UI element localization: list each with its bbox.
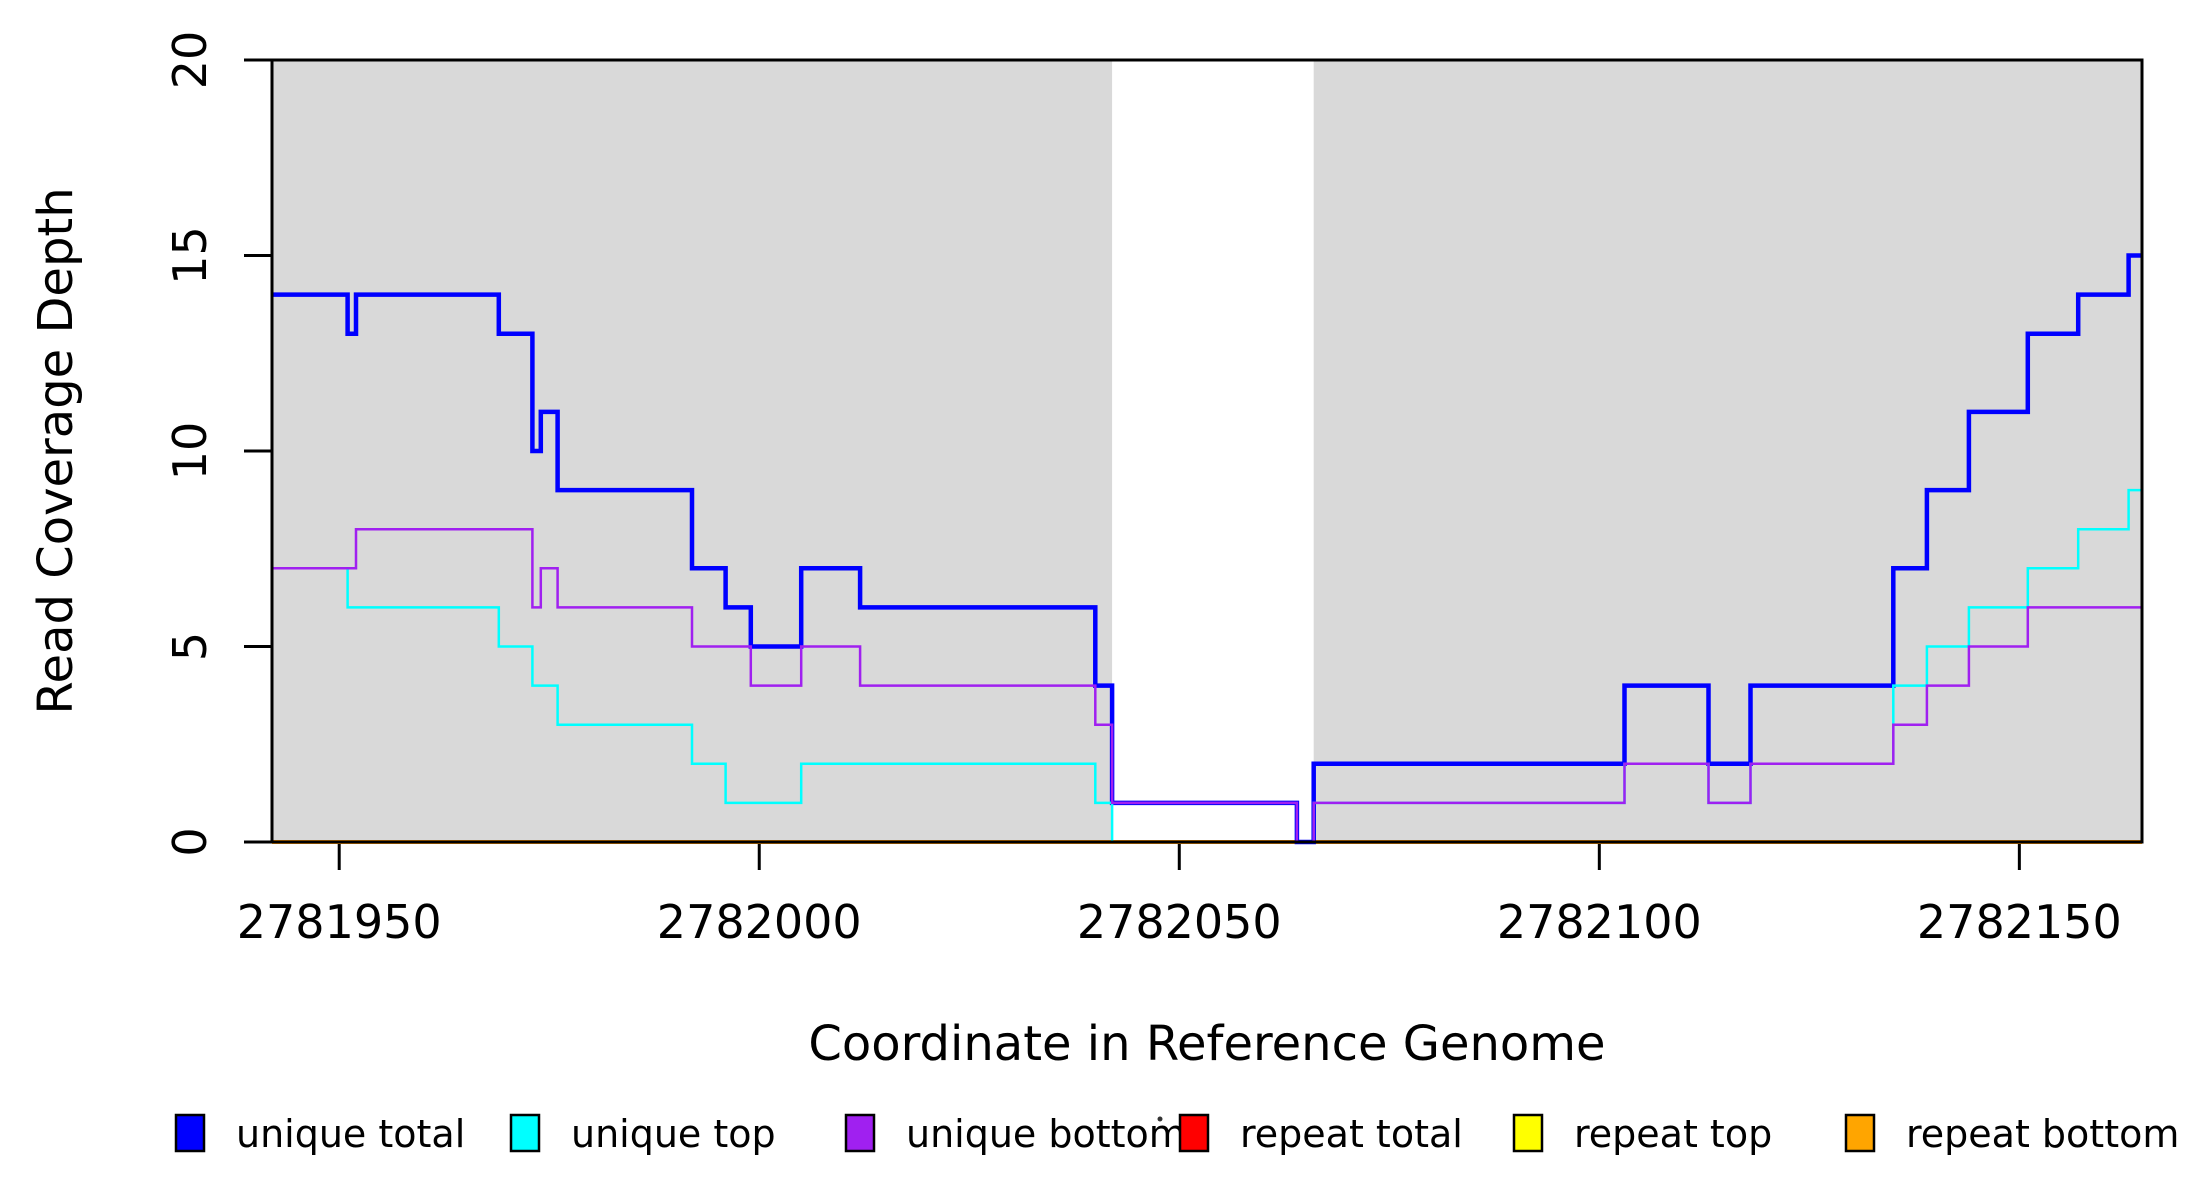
shaded-region-0 <box>272 60 1113 842</box>
legend-swatch-unique-total <box>174 1113 206 1153</box>
legend-swatch-unique-bottom <box>844 1113 876 1153</box>
x-axis-tick-label: 2781950 <box>237 895 442 949</box>
legend-label: repeat top <box>1574 1112 1772 1156</box>
legend-label: unique bottom <box>906 1112 1186 1156</box>
legend-label: repeat total <box>1240 1112 1463 1156</box>
y-axis-title: Read Coverage Depth <box>28 187 84 714</box>
series-line-unique-total <box>272 253 2142 845</box>
x-axis-tick-label: 2782150 <box>1917 895 2122 949</box>
series-line-unique-bottom <box>272 527 2142 844</box>
legend-label: unique total <box>236 1112 465 1156</box>
legend-swatch-repeat-total <box>1178 1113 1210 1153</box>
y-axis-tick-label: 0 <box>163 827 217 856</box>
x-axis-tick-label: 2782050 <box>1077 895 1282 949</box>
y-axis-tick-label: 20 <box>163 31 217 90</box>
legend-label: repeat bottom <box>1906 1112 2179 1156</box>
x-axis-tick-label: 2782000 <box>657 895 862 949</box>
x-axis-tick-label: 2782100 <box>1497 895 1702 949</box>
y-axis-tick-label: 15 <box>163 226 217 285</box>
legend-label: unique top <box>571 1112 776 1156</box>
legend-swatch-repeat-bottom <box>1844 1113 1876 1153</box>
plot-border <box>270 58 2144 844</box>
shaded-region-1 <box>1313 60 2142 842</box>
legend-swatch-unique-top <box>509 1113 541 1153</box>
x-axis-title: Coordinate in Reference Genome <box>808 1016 1605 1072</box>
stray-dot <box>1157 1116 1163 1122</box>
y-axis-tick-label: 10 <box>163 422 217 481</box>
legend-swatch-repeat-top <box>1512 1113 1544 1153</box>
y-axis-tick-label: 5 <box>163 632 217 661</box>
